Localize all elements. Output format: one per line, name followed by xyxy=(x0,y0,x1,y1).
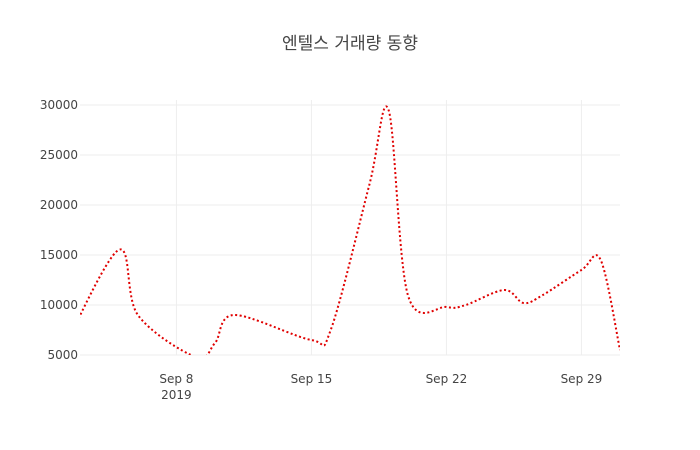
y-tick-label: 30000 xyxy=(40,98,78,112)
y-tick-label: 20000 xyxy=(40,198,78,212)
x-tick-sublabel: 2019 xyxy=(161,388,192,402)
series-layer xyxy=(80,105,620,355)
x-axis: Sep 8 2019 Sep 15 Sep 22 Sep 29 xyxy=(159,372,602,402)
x-tick-label: Sep 22 xyxy=(426,372,468,386)
x-tick-label: Sep 15 xyxy=(291,372,333,386)
y-tick-label: 5000 xyxy=(47,348,78,362)
x-tick-label: Sep 29 xyxy=(561,372,603,386)
grid-layer xyxy=(80,100,620,356)
x-tick-label: Sep 8 xyxy=(159,372,193,386)
chart-title: 엔텔스 거래량 동향 xyxy=(282,34,418,54)
y-axis: 5000 10000 15000 20000 25000 30000 xyxy=(40,98,78,362)
y-tick-label: 10000 xyxy=(40,298,78,312)
y-tick-label: 25000 xyxy=(40,148,78,162)
series-line xyxy=(80,105,620,355)
y-tick-label: 15000 xyxy=(40,248,78,262)
